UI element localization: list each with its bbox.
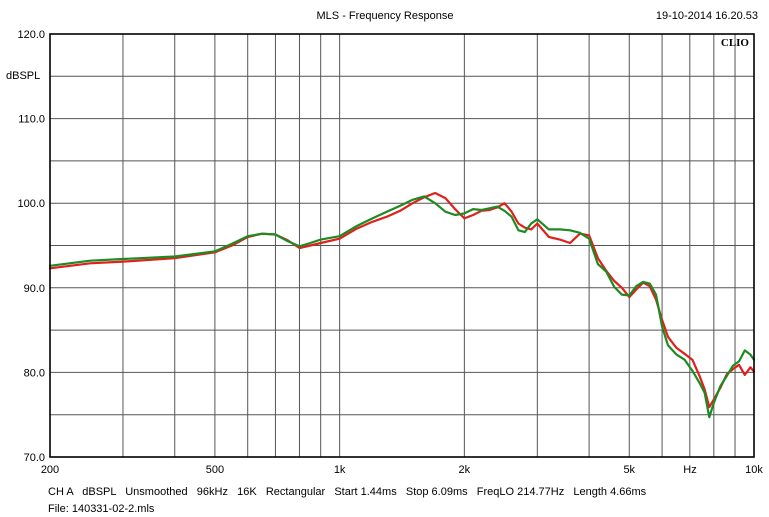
x-tick-label: 1k bbox=[334, 464, 346, 476]
file-name: File: 140331-02-2.mls bbox=[48, 503, 155, 515]
y-tick-label: 110.0 bbox=[18, 114, 45, 126]
chart-title: MLS - Frequency Response bbox=[317, 10, 454, 22]
y-tick-label: 120.0 bbox=[17, 29, 45, 41]
x-axis-unit-label: Hz bbox=[683, 464, 696, 476]
y-tick-label: 100.0 bbox=[17, 198, 45, 210]
x-tick-labels: 200 500 1k 2k 5k 10k bbox=[41, 464, 764, 476]
x-tick-label: 500 bbox=[206, 464, 224, 476]
x-tick-label: 10k bbox=[745, 464, 763, 476]
grid bbox=[50, 34, 754, 457]
y-tick-label: 70.0 bbox=[24, 452, 45, 464]
x-tick-label: 200 bbox=[41, 464, 59, 476]
y-axis-label: dBSPL bbox=[6, 70, 40, 82]
series-line-1 bbox=[48, 191, 756, 409]
y-tick-labels: 120.0 110.0 100.0 90.0 80.0 70.0 bbox=[17, 29, 45, 464]
timestamp: 19-10-2014 16.20.53 bbox=[656, 10, 758, 22]
x-tick-label: 2k bbox=[459, 464, 471, 476]
series-layer bbox=[48, 191, 756, 419]
series-line-2 bbox=[48, 195, 756, 419]
plot-frame bbox=[49, 33, 755, 458]
y-tick-label: 80.0 bbox=[24, 367, 45, 379]
brand-logo: CLIO bbox=[721, 37, 750, 49]
x-tick-label: 5k bbox=[623, 464, 635, 476]
y-tick-label: 90.0 bbox=[24, 283, 45, 295]
measurement-settings: CH A dBSPL Unsmoothed 96kHz 16K Rectangu… bbox=[48, 486, 647, 498]
